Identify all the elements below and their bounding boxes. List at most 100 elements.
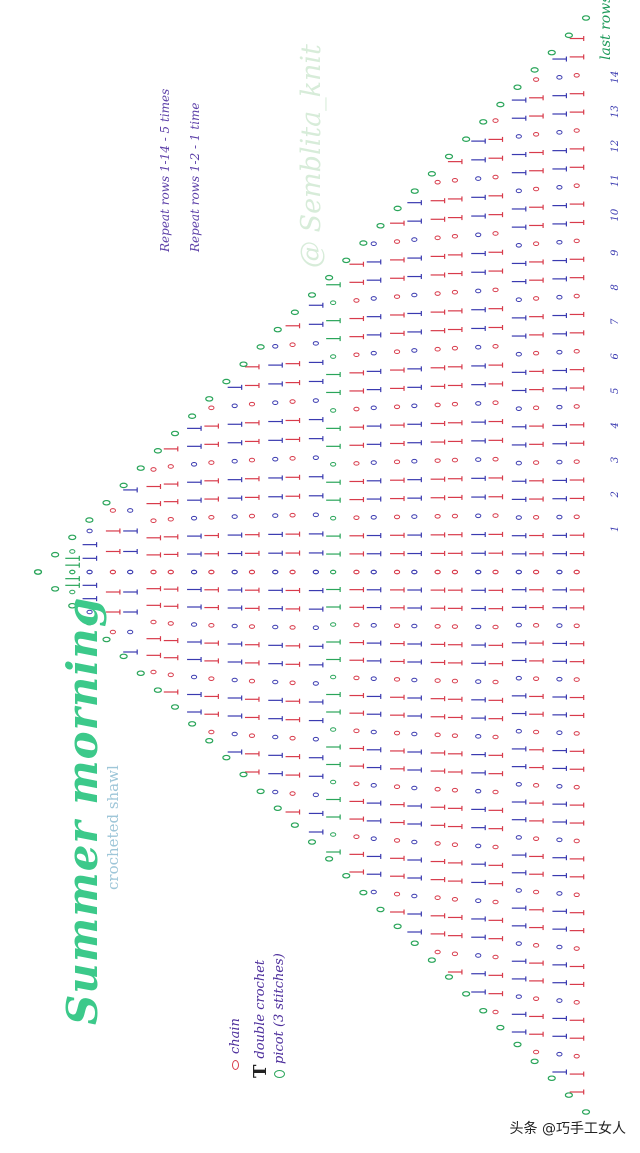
- chain-stitch: [492, 569, 499, 575]
- chain-stitch: [556, 837, 563, 843]
- picot-stitch: [444, 974, 454, 980]
- chain-stitch: [475, 679, 482, 684]
- chain-stitch: [272, 734, 279, 740]
- chain-stitch: [515, 675, 522, 681]
- chain-stitch: [353, 728, 360, 734]
- chain-stitch: [248, 678, 256, 684]
- chain-stitch: [353, 622, 360, 628]
- chain-stitch: [330, 354, 337, 359]
- chain-stitch: [370, 241, 377, 247]
- chain-stitch: [370, 350, 377, 356]
- chain-stitch: [573, 348, 580, 354]
- chain-stitch: [312, 681, 319, 686]
- legend-chain: chain: [228, 1018, 243, 1070]
- chain-stitch: [330, 300, 337, 305]
- chain-stitch: [208, 623, 215, 628]
- picot-stitch: [307, 292, 317, 298]
- picot-stitch: [119, 653, 128, 660]
- chain-stitch: [330, 779, 337, 785]
- chain-stitch: [492, 287, 499, 293]
- row-number-14: 14: [610, 71, 621, 84]
- chain-stitch: [370, 889, 377, 895]
- chain-stitch: [411, 348, 418, 353]
- chain-stitch: [475, 401, 482, 406]
- row-number-7: 7: [610, 318, 621, 325]
- chain-stitch: [208, 676, 215, 681]
- chain-stitch: [573, 731, 580, 736]
- chain-stitch: [475, 232, 482, 238]
- chain-stitch: [167, 672, 174, 678]
- picot-stitch: [68, 602, 77, 609]
- chain-stitch: [272, 513, 279, 518]
- chain-stitch: [312, 512, 319, 518]
- legend-picot-label: picot (3 stitches): [272, 953, 287, 1064]
- row-number-3: 3: [610, 457, 621, 463]
- chain-stitch: [451, 569, 459, 575]
- chain-stitch: [573, 946, 580, 951]
- chain-stitch: [451, 177, 459, 183]
- chain-stitch: [86, 528, 93, 534]
- row-number-2: 2: [610, 491, 621, 498]
- picot-stitch: [325, 274, 334, 281]
- chain-stitch: [330, 515, 337, 521]
- chain-stitch: [272, 679, 279, 685]
- picot-stitch: [119, 482, 128, 489]
- chain-stitch: [515, 941, 522, 946]
- chain-stitch: [475, 569, 482, 575]
- row-number-6: 6: [610, 353, 621, 360]
- chain-stitch: [127, 629, 134, 635]
- chain-stitch: [109, 629, 116, 635]
- picot-stitch: [290, 309, 299, 316]
- chain-stitch: [312, 792, 319, 798]
- chain-stitch: [573, 784, 580, 790]
- picot-stitch: [188, 721, 197, 727]
- chain-stitch: [451, 951, 459, 957]
- chain-stitch: [515, 622, 522, 628]
- picot-stitch: [427, 957, 436, 963]
- chain-stitch: [515, 406, 522, 411]
- picot-stitch: [581, 1109, 591, 1115]
- chain-stitch: [69, 589, 76, 595]
- picot-stitch: [153, 687, 162, 693]
- chain-stitch: [556, 514, 563, 520]
- picot-stitch: [410, 188, 419, 194]
- chain-stitch: [492, 174, 499, 180]
- chain-stitch: [451, 787, 459, 793]
- chain-stitch: [190, 674, 198, 680]
- chain-stitch: [312, 341, 319, 346]
- chain-stitch: [533, 514, 540, 520]
- chain-stitch: [208, 405, 215, 411]
- chain-stitch: [434, 895, 441, 901]
- chain-stitch: [515, 569, 522, 575]
- chain-stitch: [492, 624, 499, 630]
- chain-stitch: [330, 832, 337, 837]
- chain-stitch: [573, 677, 580, 682]
- chain-stitch: [515, 297, 522, 303]
- chain-stitch: [330, 408, 337, 413]
- chain-stitch: [190, 461, 198, 467]
- row-number-11: 11: [610, 174, 621, 187]
- picot-symbol-icon: [274, 1070, 285, 1078]
- chain-stitch: [556, 294, 563, 300]
- chain-stitch: [492, 456, 499, 462]
- chain-stitch: [370, 296, 377, 301]
- chain-stitch: [393, 730, 401, 736]
- chain-stitch: [231, 623, 238, 629]
- chain-stitch: [411, 623, 418, 629]
- chain-stitch: [353, 675, 360, 681]
- chain-stitch: [475, 176, 482, 181]
- picot-stitch: [342, 257, 351, 264]
- picot-stitch: [136, 670, 145, 677]
- legend-chain-label: chain: [228, 1018, 243, 1054]
- picot-stitch: [102, 636, 111, 643]
- chain-stitch: [167, 569, 174, 575]
- chain-stitch: [573, 128, 580, 133]
- chain-stitch: [434, 732, 441, 738]
- chain-stitch: [370, 623, 377, 628]
- picot-stitch: [273, 805, 282, 812]
- chain-stitch: [533, 241, 540, 247]
- chain-stitch: [515, 782, 522, 787]
- chain-stitch: [353, 834, 360, 840]
- picot-stitch: [410, 940, 419, 947]
